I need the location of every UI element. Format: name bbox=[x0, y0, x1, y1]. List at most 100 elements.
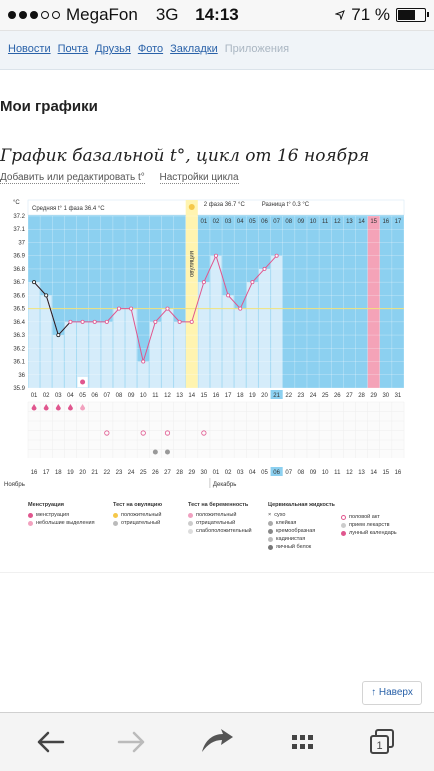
calendar-date-label: 27 bbox=[164, 470, 171, 476]
phase2-day-label: 05 bbox=[249, 219, 256, 225]
back-button[interactable] bbox=[30, 727, 70, 757]
heart-icon bbox=[341, 514, 346, 520]
nav-item-5: Приложения bbox=[224, 43, 290, 55]
temperature-point bbox=[201, 280, 206, 285]
forward-button[interactable] bbox=[112, 727, 152, 757]
x-tick-label: 14 bbox=[188, 393, 195, 399]
phase1-average-label: Средняя t° 1 фаза 36.4 °C bbox=[32, 206, 105, 212]
temperature-point bbox=[92, 319, 97, 324]
x-tick-label: 17 bbox=[225, 393, 232, 399]
legend-other: половой акт прием лекарств лунный календ… bbox=[341, 513, 397, 537]
y-tick-label: 36.8 bbox=[13, 267, 25, 273]
y-tick-label: 36 bbox=[18, 373, 25, 379]
temperature-difference-label: Разница t° 0.3 °C bbox=[262, 202, 310, 208]
location-icon bbox=[335, 10, 346, 20]
chart-header-bar bbox=[27, 199, 405, 216]
calendar-date-label: 14 bbox=[370, 470, 377, 476]
edit-temperature-link[interactable]: Добавить или редактировать t° bbox=[0, 172, 145, 184]
phase2-average-label: 2 фаза 36.7 °C bbox=[204, 202, 246, 208]
carrier-name: MegaFon bbox=[66, 5, 138, 24]
phase2-day-label: 06 bbox=[261, 219, 268, 225]
signal-dot bbox=[19, 11, 27, 19]
moon-icon bbox=[341, 530, 346, 536]
x-tick-label: 11 bbox=[152, 393, 159, 399]
signal-dot bbox=[52, 11, 60, 19]
menstruation-drop-icon bbox=[55, 404, 61, 411]
phase2-day-label: 08 bbox=[285, 219, 292, 225]
temperature-point bbox=[32, 280, 37, 285]
weak-pregnancy-icon bbox=[188, 528, 193, 534]
temperature-point bbox=[189, 319, 194, 324]
temperature-point bbox=[141, 359, 146, 364]
cycle-settings-link[interactable]: Настройки цикла bbox=[159, 172, 239, 184]
phase2-day-label: 14 bbox=[358, 219, 365, 225]
month-label-second: Декабрь bbox=[213, 482, 236, 488]
temperature-bar bbox=[77, 321, 89, 388]
x-tick-label: 25 bbox=[322, 393, 329, 399]
negative-test-icon bbox=[113, 520, 118, 526]
network-type: 3G bbox=[155, 5, 179, 24]
x-tick-label: 22 bbox=[285, 393, 292, 399]
nav-item-4[interactable]: Закладки bbox=[170, 43, 218, 55]
phase2-day-label: 15 bbox=[370, 219, 377, 225]
temperature-point bbox=[56, 333, 61, 338]
x-tick-label: 21 bbox=[273, 393, 280, 399]
calendar-date-label: 03 bbox=[237, 470, 244, 476]
x-tick-label: 23 bbox=[298, 393, 305, 399]
x-tick-label: 03 bbox=[55, 393, 62, 399]
calendar-date-label: 15 bbox=[382, 470, 389, 476]
y-axis-unit: °C bbox=[13, 200, 20, 206]
basal-temperature-chart: овуляция 37.2 37.1 37 36.9 36.8 36.7 36.6 36.5 36… bbox=[4, 199, 405, 488]
phase2-day-label: 07 bbox=[273, 219, 280, 225]
pill-icon bbox=[341, 522, 346, 528]
temperature-bar bbox=[40, 295, 52, 388]
x-tick-label: 15 bbox=[201, 393, 208, 399]
legend-cervical-fluid: Цервикальная жидкость × сухо клейкая крем… bbox=[268, 502, 335, 550]
calendar-date-label: 02 bbox=[225, 470, 232, 476]
heart-icon bbox=[164, 430, 171, 436]
nav-item-2[interactable]: Друзья bbox=[95, 43, 131, 55]
calendar-date-label: 06 bbox=[273, 470, 280, 476]
x-tick-label: 20 bbox=[261, 393, 268, 399]
scroll-to-top-button[interactable]: ↑ Наверх bbox=[362, 681, 422, 705]
nav-item-0[interactable]: Новости bbox=[8, 43, 51, 55]
chart-title: График базальной t°, цикл от 16 ноября bbox=[0, 146, 370, 166]
x-tick-label: 29 bbox=[370, 393, 377, 399]
positive-pregnancy-icon bbox=[188, 512, 193, 518]
x-tick-label: 01 bbox=[31, 393, 38, 399]
phase2-day-label: 02 bbox=[213, 219, 220, 225]
temperature-point bbox=[238, 306, 243, 311]
share-button[interactable] bbox=[197, 727, 237, 757]
bookmarks-button[interactable] bbox=[282, 727, 322, 757]
nav-item-1[interactable]: Почта bbox=[57, 43, 89, 55]
temperature-point bbox=[213, 253, 218, 258]
temperature-point bbox=[165, 306, 170, 311]
y-tick-label: 36.2 bbox=[13, 346, 25, 352]
x-tick-label: 30 bbox=[382, 393, 389, 399]
x-tick-label: 18 bbox=[237, 393, 244, 399]
calendar-date-label: 19 bbox=[67, 470, 74, 476]
tabs-button[interactable]: 1 bbox=[362, 727, 402, 757]
x-tick-label: 13 bbox=[176, 393, 183, 399]
menstruation-drop-icon bbox=[31, 404, 37, 411]
test-icon bbox=[152, 449, 158, 455]
y-tick-label: 36.3 bbox=[13, 333, 25, 339]
signal-dot bbox=[30, 11, 38, 19]
back-arrow-icon bbox=[37, 731, 65, 753]
battery-percent: 71 % bbox=[351, 5, 390, 24]
calendar-date-label: 05 bbox=[261, 470, 268, 476]
calendar-date-label: 28 bbox=[176, 470, 183, 476]
temperature-point bbox=[262, 266, 267, 271]
x-tick-label: 31 bbox=[395, 393, 402, 399]
y-tick-label: 37 bbox=[18, 240, 25, 246]
calendar-date-label: 16 bbox=[395, 470, 402, 476]
x-tick-label: 04 bbox=[67, 393, 74, 399]
phase2-day-label: 10 bbox=[310, 219, 317, 225]
temperature-point bbox=[68, 319, 73, 324]
nav-item-3[interactable]: Фото bbox=[137, 43, 164, 55]
calendar-date-label: 23 bbox=[116, 470, 123, 476]
phase2-day-label: 12 bbox=[334, 219, 341, 225]
y-tick-label: 35.9 bbox=[13, 386, 25, 392]
calendar-date-label: 16 bbox=[31, 470, 38, 476]
temperature-point bbox=[274, 253, 279, 258]
